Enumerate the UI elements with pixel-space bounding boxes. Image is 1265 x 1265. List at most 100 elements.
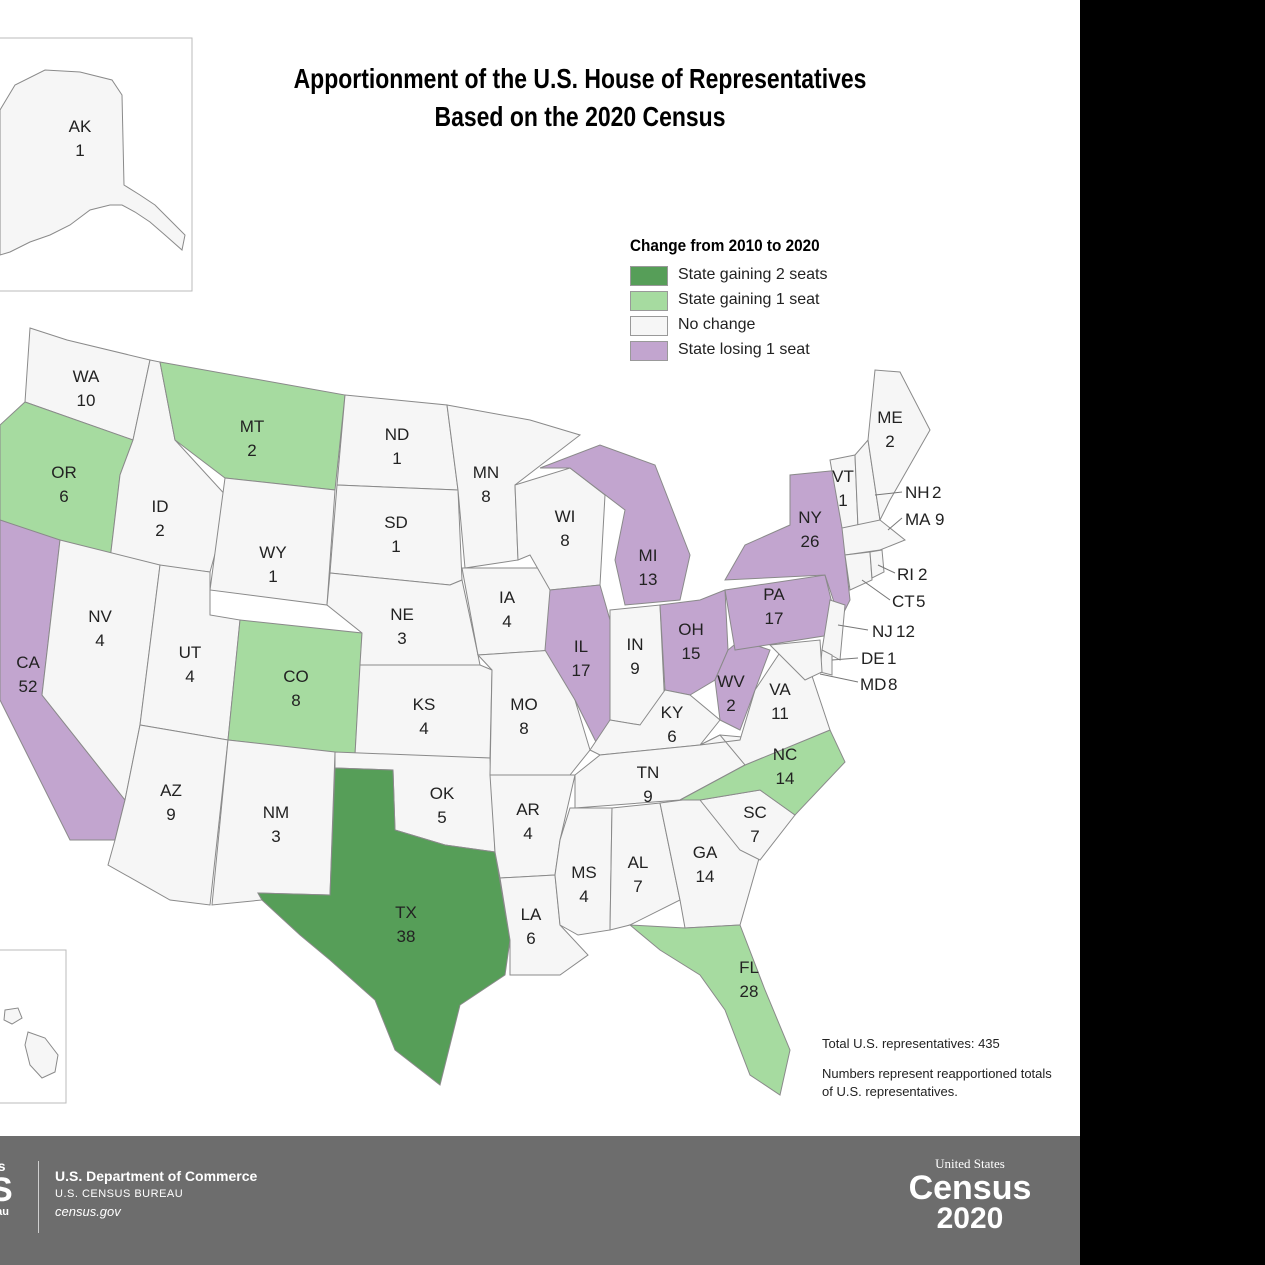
label-NV-abbr: NV bbox=[88, 607, 112, 626]
label-FL-abbr: FL bbox=[739, 958, 759, 977]
label-NV-seats: 4 bbox=[95, 631, 104, 650]
label-ID-abbr: ID bbox=[152, 497, 169, 516]
label-RI-seats: 2 bbox=[918, 565, 927, 584]
logo-2020: 2020 bbox=[936, 1202, 1004, 1235]
label-SD-seats: 1 bbox=[391, 537, 400, 556]
label-AL-abbr: AL bbox=[628, 853, 649, 872]
label-PA-seats: 17 bbox=[765, 609, 784, 628]
label-NM-seats: 3 bbox=[271, 827, 280, 846]
hawaii-inset-frame bbox=[0, 949, 67, 1104]
label-ND-seats: 1 bbox=[392, 449, 401, 468]
label-MO-seats: 8 bbox=[519, 719, 528, 738]
census-logo-partial: es S eau bbox=[0, 1158, 30, 1238]
leader-lines bbox=[819, 491, 903, 683]
state-AL bbox=[609, 802, 681, 931]
label-VT-seats: 1 bbox=[838, 491, 847, 510]
label-CO-abbr: CO bbox=[283, 667, 309, 686]
label-WV-abbr: WV bbox=[717, 672, 745, 691]
label-MA-seats: 9 bbox=[935, 510, 944, 529]
census-2020-logo: United States Census 2020 bbox=[900, 1156, 1040, 1246]
label-MN-seats: 8 bbox=[481, 487, 490, 506]
label-NC-seats: 14 bbox=[776, 769, 795, 788]
state-MI bbox=[539, 444, 691, 606]
map-notes: Total U.S. representatives: 435 Numbers … bbox=[822, 1035, 1052, 1113]
label-SD-abbr: SD bbox=[384, 513, 408, 532]
state-MD bbox=[768, 639, 823, 681]
label-IA-abbr: IA bbox=[499, 588, 516, 607]
department-block: U.S. Department of Commerce U.S. CENSUS … bbox=[55, 1168, 257, 1219]
state-labels: AK 1 WA 10 OR 6 CA 52 ID 2 NV 4 MT 2 WY … bbox=[16, 117, 944, 1001]
label-AK-seats: 1 bbox=[75, 141, 84, 160]
legend-item: State gaining 1 seat bbox=[630, 289, 950, 313]
state-HI bbox=[24, 1031, 59, 1079]
website-link[interactable]: census.gov bbox=[55, 1204, 121, 1219]
label-IA-seats: 4 bbox=[502, 612, 511, 631]
label-MI-seats: 13 bbox=[639, 570, 658, 589]
label-KY-seats: 6 bbox=[667, 727, 676, 746]
label-NJ-seats: 12 bbox=[896, 622, 915, 641]
state-WV bbox=[714, 639, 771, 731]
label-KS-abbr: KS bbox=[413, 695, 436, 714]
label-PA-abbr: PA bbox=[763, 585, 785, 604]
department-name: U.S. Department of Commerce bbox=[55, 1168, 258, 1184]
label-TX-seats: 38 bbox=[397, 927, 416, 946]
label-IL-seats: 17 bbox=[572, 661, 591, 680]
label-SC-abbr: SC bbox=[743, 803, 767, 822]
label-ID-seats: 2 bbox=[155, 521, 164, 540]
state-AK bbox=[0, 69, 186, 256]
label-CO-seats: 8 bbox=[291, 691, 300, 710]
legend-title: Change from 2010 to 2020 bbox=[630, 236, 820, 255]
label-LA-abbr: LA bbox=[521, 905, 542, 924]
bureau-name: U.S. CENSUS BUREAU bbox=[55, 1188, 184, 1200]
label-MI-abbr: MI bbox=[639, 546, 658, 565]
label-TN-abbr: TN bbox=[637, 763, 660, 782]
state-TX bbox=[257, 767, 511, 1086]
label-NE-abbr: NE bbox=[390, 605, 414, 624]
map-title: Apportionment of the U.S. House of Repre… bbox=[150, 60, 1010, 136]
label-WI-seats: 8 bbox=[560, 531, 569, 550]
legend-swatch bbox=[630, 266, 668, 286]
legend-label: No change bbox=[678, 316, 756, 333]
legend-label: State gaining 1 seat bbox=[678, 291, 820, 308]
logo-partial-2: S bbox=[0, 1171, 13, 1209]
legend-item: No change bbox=[630, 314, 950, 338]
label-MO-abbr: MO bbox=[510, 695, 537, 714]
label-LA-seats: 6 bbox=[526, 929, 535, 948]
label-CA-abbr: CA bbox=[16, 653, 40, 672]
state-SD bbox=[329, 484, 463, 586]
footer-divider bbox=[38, 1161, 39, 1233]
state-NM bbox=[211, 739, 336, 906]
legend-item: State losing 1 seat bbox=[630, 339, 950, 363]
label-OR-seats: 6 bbox=[59, 487, 68, 506]
label-OH-abbr: OH bbox=[678, 620, 704, 639]
state-RI bbox=[869, 549, 885, 579]
label-VA-seats: 11 bbox=[771, 704, 789, 723]
logo-partial-1: es bbox=[0, 1158, 6, 1174]
label-RI-abbr: RI bbox=[897, 565, 914, 584]
us-map: AK 1 WA 10 OR 6 CA 52 ID 2 NV 4 MT 2 WY … bbox=[0, 37, 944, 1104]
label-WI-abbr: WI bbox=[555, 507, 576, 526]
label-WY-abbr: WY bbox=[259, 543, 286, 562]
label-AK-abbr: AK bbox=[69, 117, 92, 136]
label-NM-abbr: NM bbox=[263, 803, 289, 822]
label-NJ-abbr: NJ bbox=[872, 622, 893, 641]
state-CT bbox=[844, 551, 873, 591]
label-MN-abbr: MN bbox=[473, 463, 499, 482]
label-NY-abbr: NY bbox=[798, 508, 822, 527]
label-NE-seats: 3 bbox=[397, 629, 406, 648]
logo-census: Census bbox=[908, 1169, 1032, 1207]
label-IL-abbr: IL bbox=[574, 637, 588, 656]
legend-item: State gaining 2 seats bbox=[630, 264, 950, 288]
label-TX-abbr: TX bbox=[395, 903, 417, 922]
label-WV-seats: 2 bbox=[726, 696, 735, 715]
state-NJ bbox=[821, 599, 846, 661]
state-FL bbox=[628, 924, 791, 1096]
map-canvas: Apportionment of the U.S. House of Repre… bbox=[0, 0, 1080, 1265]
label-AR-seats: 4 bbox=[523, 824, 532, 843]
title-line-1: Apportionment of the U.S. House of Repre… bbox=[293, 63, 867, 94]
label-VT-abbr: VT bbox=[832, 467, 854, 486]
legend-label: State losing 1 seat bbox=[678, 341, 810, 358]
label-GA-seats: 14 bbox=[696, 867, 715, 886]
state-CO bbox=[227, 619, 363, 756]
label-CT-seats: 5 bbox=[916, 592, 925, 611]
